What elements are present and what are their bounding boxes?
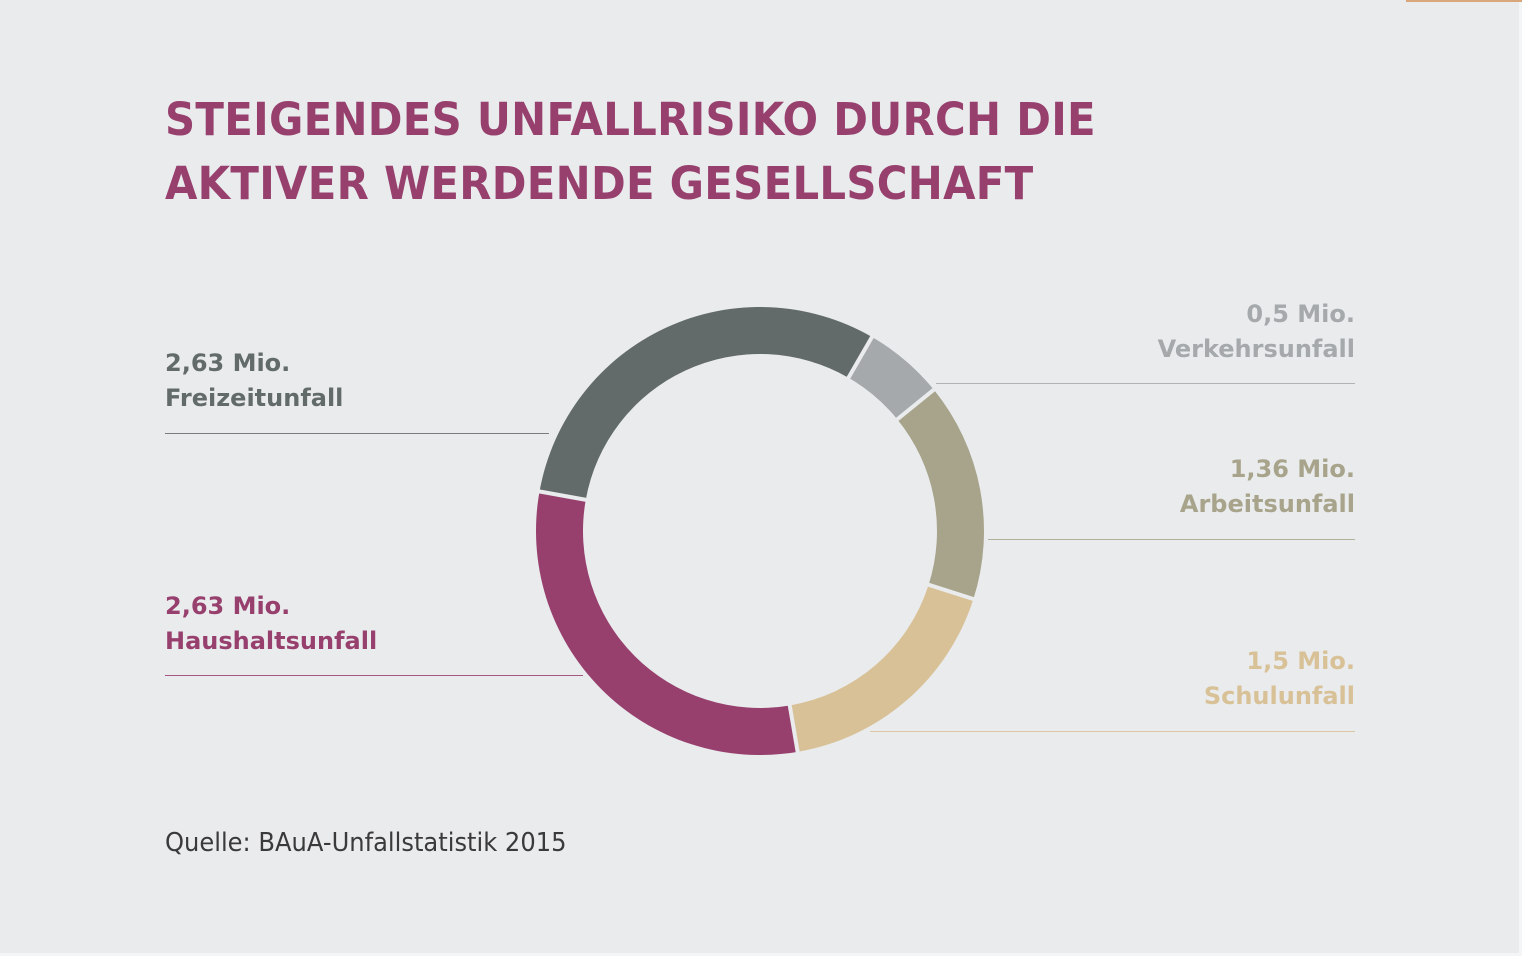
donut-slice-haushaltsunfall: [535, 491, 798, 755]
slice-separator: [892, 385, 939, 424]
callout-value: 2,63 Mio.: [165, 592, 291, 620]
callout-category: Verkehrsunfall: [1157, 335, 1355, 363]
callout-category: Schulunfall: [1203, 682, 1355, 710]
donut-slice-arbeitsunfall: [897, 389, 984, 600]
callout-value: 2,63 Mio.: [165, 349, 291, 377]
callout-arbeitsunfall: 1,36 Mio. Arbeitsunfall: [1180, 452, 1355, 522]
chart-title: STEIGENDES UNFALLRISIKO DURCH DIE AKTIVE…: [165, 88, 1096, 216]
slice-separator: [787, 701, 801, 757]
callout-haushaltsunfall: 2,63 Mio. Haushaltsunfall: [165, 589, 377, 659]
callout-value: 0,5 Mio.: [1246, 300, 1355, 328]
source-note: Quelle: BAuA-Unfallstatistik 2015: [165, 828, 567, 858]
chart-title-line-1: STEIGENDES UNFALLRISIKO DURCH DIE: [165, 93, 1096, 146]
leader-line-haushaltsunfall: [165, 675, 583, 676]
leader-line-arbeitsunfall: [988, 539, 1355, 540]
callout-category: Freizeitunfall: [165, 384, 344, 412]
chart-title-line-2: AKTIVER WERDENDE GESELLSCHAFT: [165, 157, 1034, 210]
callout-verkehrsunfall: 0,5 Mio. Verkehrsunfall: [1158, 297, 1355, 367]
callout-freizeitunfall: 2,63 Mio. Freizeitunfall: [165, 346, 343, 416]
callout-category: Haushaltsunfall: [165, 627, 378, 655]
leader-line-schulunfall: [870, 731, 1355, 732]
callout-category: Arbeitsunfall: [1179, 490, 1355, 518]
donut-slice-verkehrsunfall: [848, 337, 934, 420]
leader-line-verkehrsunfall: [936, 383, 1355, 384]
slice-separator: [535, 488, 591, 503]
callout-schulunfall: 1,5 Mio. Schulunfall: [1204, 644, 1355, 714]
callout-value: 1,36 Mio.: [1229, 455, 1355, 483]
slice-separator: [844, 332, 876, 383]
top-accent-line: [1406, 0, 1522, 2]
slice-separator: [924, 581, 978, 603]
donut-slice-schulunfall: [789, 584, 974, 752]
callout-value: 1,5 Mio.: [1246, 647, 1355, 675]
leader-line-freizeitunfall: [165, 433, 549, 434]
donut-slice-freizeitunfall: [539, 307, 872, 500]
